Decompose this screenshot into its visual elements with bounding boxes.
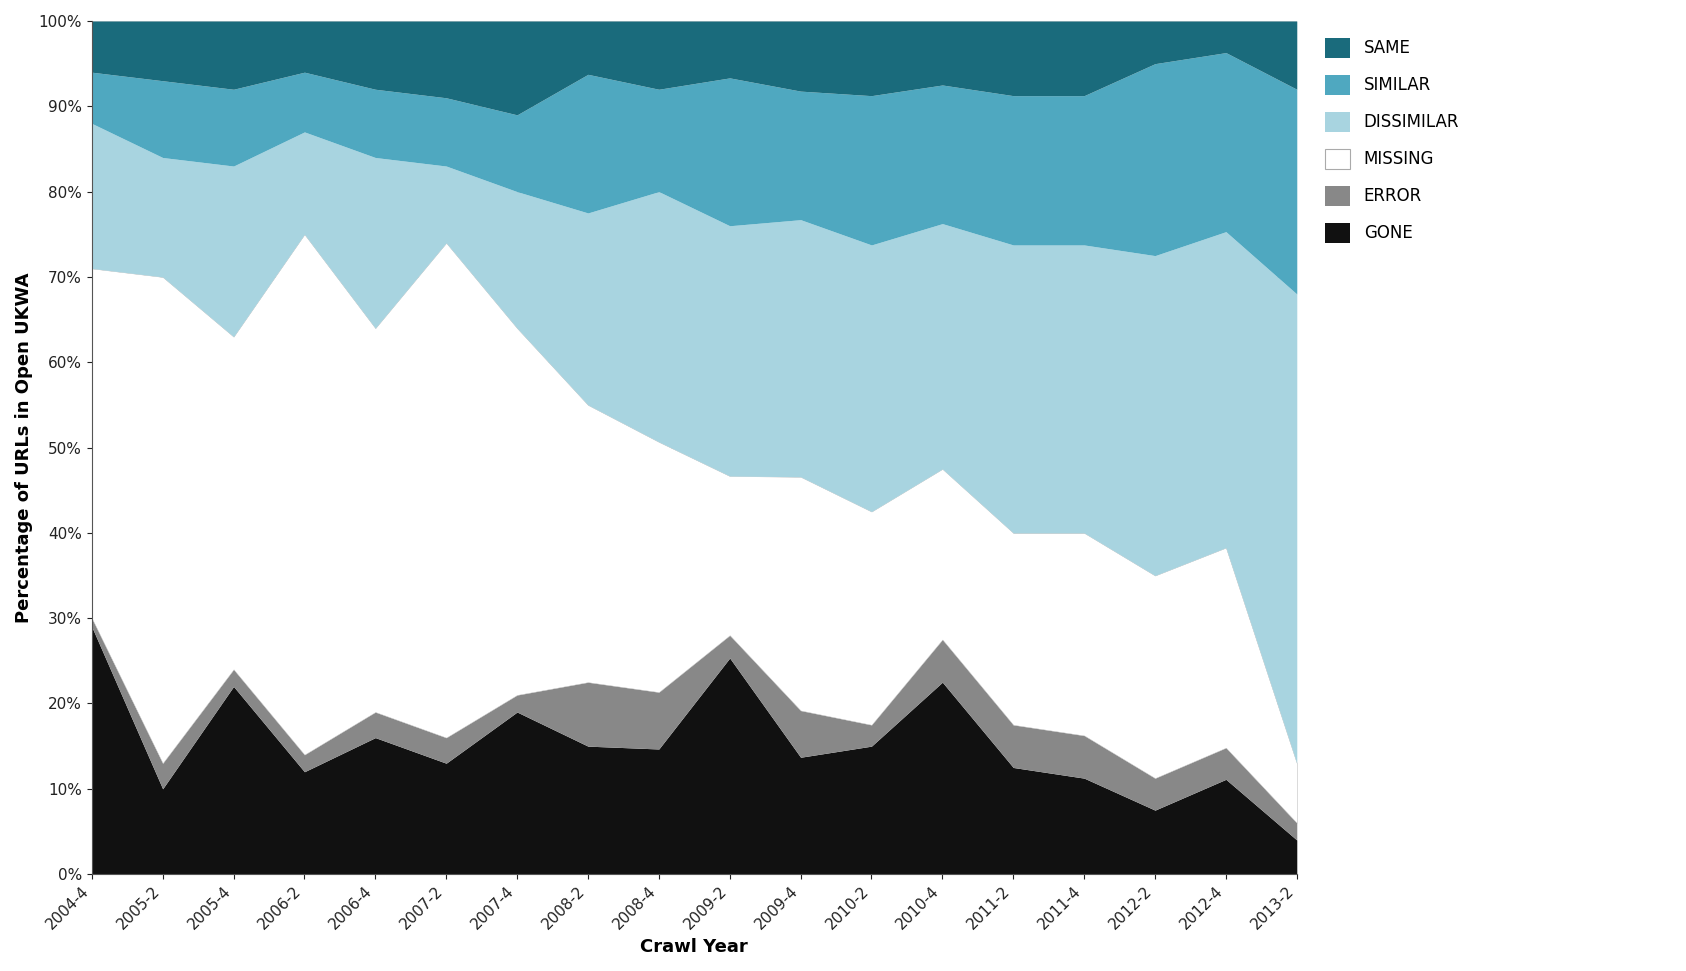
Legend: SAME, SIMILAR, DISSIMILAR, MISSING, ERROR, GONE: SAME, SIMILAR, DISSIMILAR, MISSING, ERRO… [1317, 29, 1469, 251]
Y-axis label: Percentage of URLs in Open UKWA: Percentage of URLs in Open UKWA [15, 272, 34, 622]
X-axis label: Crawl Year: Crawl Year [641, 938, 749, 956]
